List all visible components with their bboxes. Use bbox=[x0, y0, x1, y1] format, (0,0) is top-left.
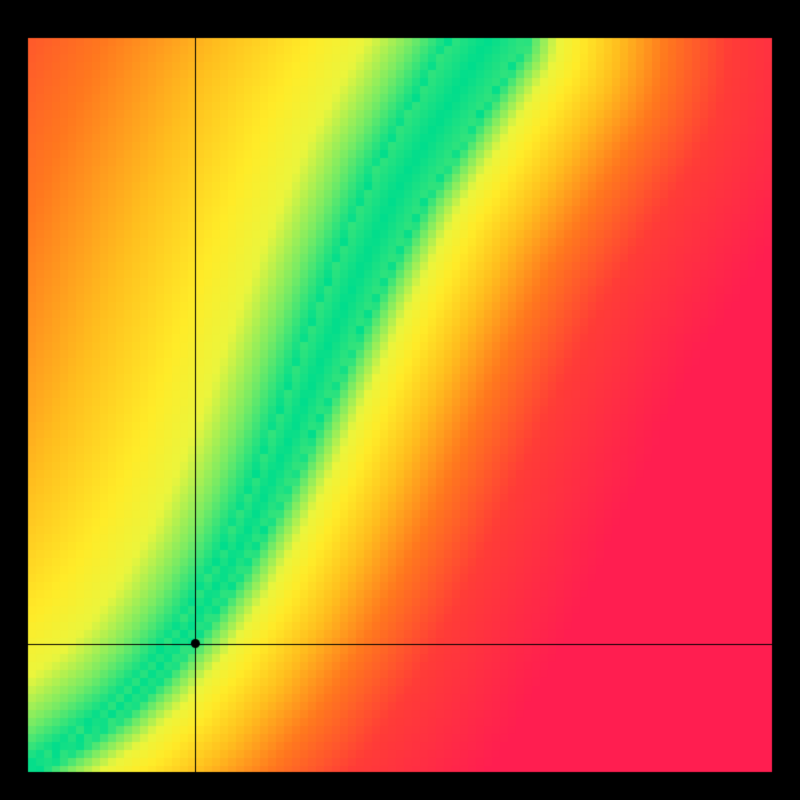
bottleneck-heatmap bbox=[0, 0, 800, 800]
